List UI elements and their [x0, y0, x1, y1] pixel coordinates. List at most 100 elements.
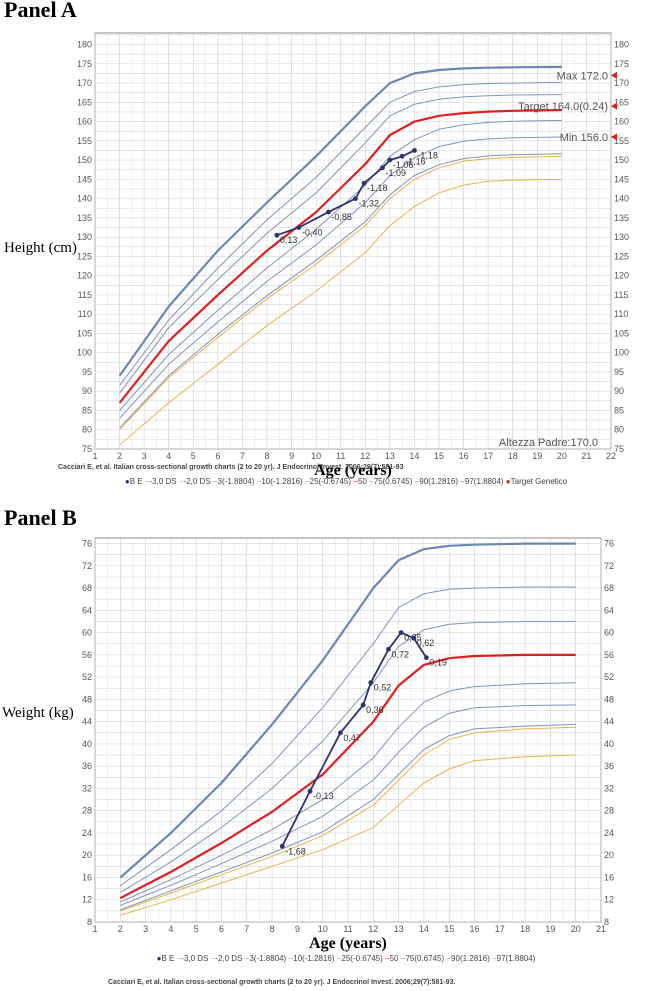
panel-a-title: Panel A — [4, 0, 77, 22]
x-tick-label: 7 — [240, 451, 245, 461]
y-tick-label-left: 135 — [77, 213, 92, 223]
data-point-label: 0,36 — [366, 705, 384, 715]
y-tick-label-right: 100 — [614, 348, 629, 358]
legend-item-p3-marker: − — [245, 954, 250, 963]
data-point-label: -1,68 — [285, 846, 306, 856]
x-tick-label: 1 — [92, 924, 97, 934]
legend-item-p25-label: 25(-0.6745) — [341, 954, 385, 963]
y-tick-label-left: 115 — [78, 290, 92, 300]
x-tick-label: 20 — [571, 924, 581, 934]
x-tick-label: 13 — [394, 924, 404, 934]
series-line-3(-1.8804) — [120, 723, 576, 911]
y-tick-label-right: 72 — [604, 561, 614, 571]
y-tick-label-left: 44 — [82, 717, 92, 727]
series-line--2,0 DS — [119, 155, 562, 431]
x-tick-label: 16 — [459, 451, 469, 461]
y-tick-label-right: 155 — [614, 136, 629, 146]
x-tick-label: 4 — [166, 451, 171, 461]
x-tick-label: 8 — [264, 451, 269, 461]
x-tick-label: 21 — [581, 451, 591, 461]
x-tick-label: 15 — [444, 924, 454, 934]
y-tick-label-left: 52 — [82, 672, 92, 682]
y-tick-label-right: 12 — [604, 895, 614, 905]
x-tick-label: 5 — [191, 451, 196, 461]
legend-item-sd3-marker: − — [177, 954, 182, 963]
data-point — [296, 225, 302, 230]
x-tick-label: 9 — [289, 451, 294, 461]
series-line-97(1.8804) — [118, 65, 562, 377]
legend-item-p75-label: 75(0.6745) — [405, 954, 446, 963]
legend-item-p10-label: 10(-1.2816) — [293, 954, 337, 963]
y-tick-label-left: 155 — [77, 136, 92, 146]
y-tick-label-left: 28 — [82, 806, 92, 816]
y-tick-label-left: 48 — [82, 694, 92, 704]
y-tick-label-right: 170 — [614, 78, 629, 88]
series-line-50 — [119, 653, 576, 900]
x-tick-label: 12 — [360, 451, 370, 461]
y-tick-label-right: 40 — [604, 739, 614, 749]
data-point-label: -0,13 — [313, 791, 334, 801]
y-tick-label-left: 36 — [82, 761, 92, 771]
data-point — [412, 148, 417, 153]
y-tick-label-right: 56 — [604, 650, 614, 660]
x-tick-label: 10 — [311, 451, 321, 461]
legend-item-sd2-marker: − — [179, 477, 184, 486]
y-tick-label-right: 160 — [614, 117, 629, 127]
x-tick-label: 12 — [368, 924, 378, 934]
legend-item-p97-marker: − — [492, 954, 497, 963]
data-point — [326, 209, 331, 215]
legend: ●B E −-3,0 DS −-2,0 DS −3(-1.8804) −10(-… — [125, 477, 568, 486]
x-tick-label: 1 — [92, 451, 97, 461]
y-tick-label-left: 72 — [82, 561, 92, 571]
legend-item-p90-label: 90(1.2816) — [451, 954, 492, 963]
annotation-max: Max 172.0 — [557, 70, 608, 82]
data-point-label: -0,40 — [302, 228, 323, 238]
y-tick-label-left: 145 — [77, 174, 92, 184]
data-point — [387, 157, 393, 163]
x-tick-label: 14 — [409, 451, 419, 461]
x-tick-label: 11 — [336, 451, 345, 461]
y-tick-label-right: 165 — [614, 97, 629, 107]
y-tick-label-left: 165 — [77, 97, 92, 107]
x-tick-label: 6 — [219, 924, 224, 934]
legend-item-sd2-marker: − — [211, 954, 216, 963]
y-tick-label-right: 180 — [614, 40, 629, 50]
y-tick-label-right: 8 — [604, 917, 609, 927]
y-tick-label-right: 95 — [614, 367, 624, 377]
legend-item-p3-label: 3(-1.8804) — [218, 477, 257, 486]
target-marker — [611, 71, 617, 79]
x-tick-label: 14 — [419, 924, 429, 934]
data-point-label: -1,32 — [358, 199, 379, 209]
y-tick-label-left: 110 — [78, 309, 92, 319]
y-tick-label-left: 100 — [77, 348, 92, 358]
legend-item-p3-marker: − — [213, 477, 218, 486]
y-tick-label-right: 175 — [614, 59, 629, 69]
y-tick-label-right: 145 — [614, 174, 629, 184]
y-tick-label-left: 24 — [82, 828, 92, 838]
y-tick-label-right: 120 — [614, 271, 629, 281]
y-tick-label-right: 64 — [604, 605, 614, 615]
x-tick-label: 10 — [318, 924, 328, 934]
target-marker — [611, 133, 617, 141]
y-tick-label-left: 68 — [82, 583, 92, 593]
legend-item-p50-marker: − — [385, 954, 390, 963]
legend-item-p97-marker: − — [460, 477, 465, 486]
legend-item-p90-label: 90(1.2816) — [419, 477, 460, 486]
y-tick-label-right: 75 — [614, 444, 624, 454]
y-tick-label-right: 80 — [614, 425, 624, 435]
data-point — [368, 680, 374, 686]
legend-item-patient-marker: ● — [125, 477, 130, 486]
series-line-75(0.6745) — [119, 94, 562, 394]
y-tick-label-left: 16 — [82, 872, 92, 882]
x-tick-label: 11 — [343, 924, 352, 934]
y-tick-label-left: 105 — [77, 328, 92, 338]
y-tick-label-right: 36 — [604, 761, 614, 771]
data-point-label: -0,85 — [331, 212, 352, 222]
data-point-label: -1,18 — [367, 183, 388, 193]
y-tick-label-left: 80 — [82, 425, 92, 435]
y-tick-label-right: 105 — [614, 328, 629, 338]
y-tick-label-right: 44 — [604, 717, 614, 727]
x-tick-label: 15 — [434, 451, 444, 461]
